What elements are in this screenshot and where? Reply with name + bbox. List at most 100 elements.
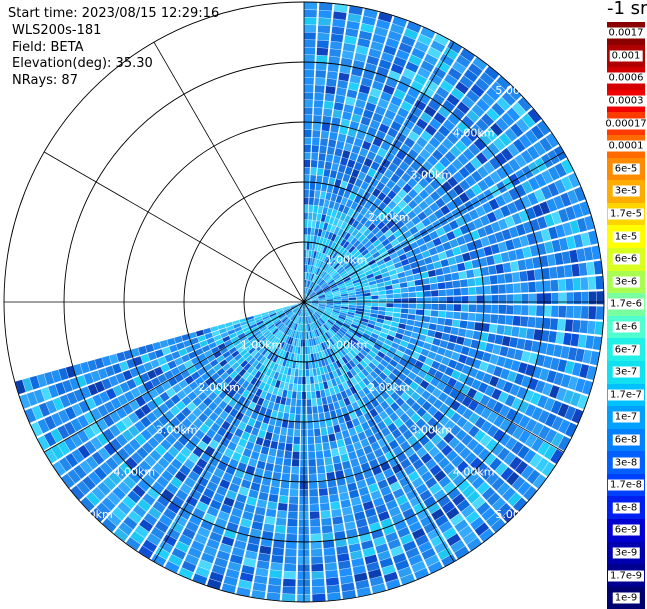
range-gate-cell (407, 281, 415, 287)
range-gate-cell (325, 93, 335, 101)
range-gate-cell (328, 487, 337, 495)
range-gate-cell (274, 533, 285, 541)
colorbar-swatch: 6e-6 (607, 248, 645, 271)
range-gate-cell (485, 343, 494, 353)
range-gate-cell (318, 18, 331, 26)
range-gate-cell (254, 420, 262, 429)
range-gate-cell (562, 251, 571, 264)
range-gate-cell (322, 397, 328, 405)
range-gate-cell (290, 376, 295, 384)
colorbar-tick-label: 6e-6 (613, 254, 640, 265)
range-gate-cell (475, 277, 483, 286)
range-gate-cell (595, 321, 603, 335)
range-gate-cell (371, 310, 378, 314)
range-gate-cell (300, 347, 303, 354)
range-gate-cell (322, 525, 333, 533)
range-gate-cell (439, 304, 446, 310)
range-gate-cell (286, 398, 291, 406)
range-gate-cell (535, 317, 543, 328)
range-ring-label: 5.00km (495, 508, 537, 521)
range-gate-cell (293, 384, 297, 391)
range-gate-cell (332, 26, 345, 35)
range-gate-cell (405, 270, 413, 277)
range-gate-cell (308, 220, 312, 227)
range-gate-cell (519, 271, 527, 281)
range-gate-cell (253, 444, 262, 453)
range-gate-cell (399, 318, 407, 324)
range-gate-cell (551, 280, 559, 291)
range-gate-cell (258, 492, 268, 501)
range-gate-cell (425, 336, 433, 344)
range-gate-cell (475, 313, 483, 321)
range-gate-cell (309, 489, 318, 497)
range-gate-cell (342, 461, 351, 470)
range-gate-cell (319, 496, 328, 504)
range-gate-cell (320, 420, 326, 428)
range-gate-cell (438, 252, 447, 260)
range-gate-cell (312, 579, 325, 587)
colorbar-tick-label: 6e-8 (613, 434, 640, 445)
range-gate-cell (407, 320, 415, 326)
range-gate-cell (337, 553, 349, 562)
range-gate-cell (314, 100, 323, 108)
range-gate-cell (304, 167, 310, 174)
range-gate-cell (318, 206, 323, 214)
colorbar-swatch: 6e-8 (607, 429, 645, 452)
range-gate-cell (536, 281, 544, 292)
range-gate-cell (415, 285, 423, 291)
range-gate-cell (307, 414, 312, 421)
range-gate-cell (332, 456, 340, 464)
range-gate-cell (304, 85, 314, 92)
range-gate-cell (312, 399, 317, 407)
range-gate-cell (453, 312, 461, 319)
range-gate-cell (356, 303, 363, 306)
range-gate-cell (453, 288, 461, 295)
colorbar-tick-label: 1e-5 (613, 231, 640, 242)
range-gate-cell (311, 541, 322, 549)
range-gate-cell (413, 327, 421, 334)
range-gate-cell (261, 446, 269, 455)
range-gate-cell (563, 333, 572, 346)
range-gate-cell (434, 331, 442, 339)
range-gate-cell (465, 330, 473, 339)
range-gate-cell (269, 494, 279, 502)
range-gate-cell (311, 153, 318, 161)
range-gate-cell (279, 404, 285, 412)
range-gate-cell (311, 556, 323, 564)
range-gate-cell (550, 318, 558, 330)
range-gate-cell (325, 192, 331, 200)
range-gate-cell (529, 305, 536, 315)
range-gate-cell (319, 413, 325, 421)
range-gate-cell (324, 200, 330, 208)
range-gate-cell (559, 306, 567, 318)
colorbar-swatch: 1.7e-5 (607, 203, 645, 226)
range-gate-cell (440, 259, 449, 267)
range-gate-cell (446, 311, 454, 318)
range-gate-cell (595, 276, 603, 289)
colorbar-tick-label: 1.7e-8 (608, 480, 644, 491)
range-gate-cell (309, 482, 317, 490)
range-gate-cell (295, 422, 301, 429)
range-gate-cell (317, 40, 329, 48)
range-gate-cell (316, 70, 327, 78)
range-gate-cell (254, 575, 267, 584)
range-gate-cell (315, 436, 322, 444)
range-gate-cell (430, 317, 438, 324)
range-gate-cell (334, 102, 344, 111)
range-gate-cell (257, 461, 266, 470)
range-gate-cell (326, 577, 339, 585)
range-gate-cell (289, 414, 295, 422)
range-gate-cell (308, 429, 314, 436)
range-gate-cell (414, 321, 422, 327)
range-gate-cell (304, 100, 313, 107)
range-gate-cell (510, 261, 519, 271)
range-gate-cell (333, 425, 340, 433)
range-gate-cell (336, 546, 348, 555)
range-gate-cell (448, 257, 457, 265)
range-gate-cell (490, 314, 498, 323)
range-gate-cell (304, 175, 310, 182)
range-gate-cell (490, 275, 498, 284)
range-ring-label: 4.00km (453, 126, 495, 139)
range-gate-cell (462, 252, 471, 261)
range-gate-cell (306, 384, 310, 391)
